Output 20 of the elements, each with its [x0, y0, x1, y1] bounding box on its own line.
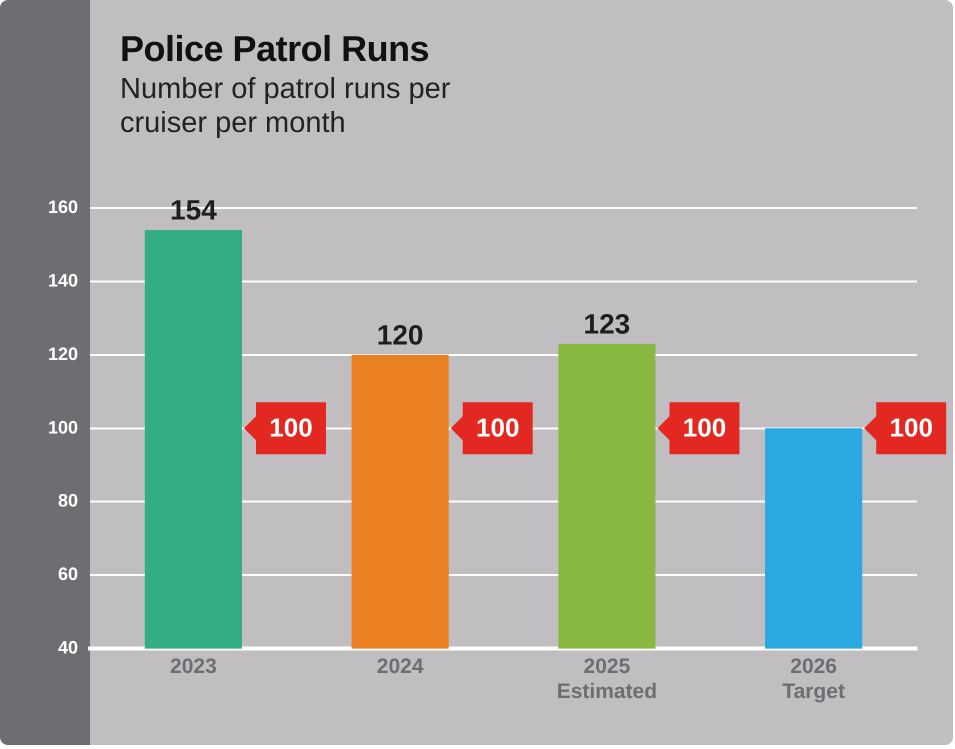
x-tick-label: 2025 Estimated	[556, 654, 658, 704]
data-label: 123	[584, 308, 630, 340]
annotation: 100	[476, 412, 520, 442]
annotation: 100	[890, 412, 933, 442]
data-label: 120	[376, 320, 424, 351]
annotation: 100	[682, 412, 726, 442]
y-tick-label: 60	[58, 564, 78, 584]
data-label: 154	[170, 194, 218, 226]
y-tick-label: 40	[58, 638, 78, 658]
chart-title: Police Patrol Runs	[120, 28, 430, 70]
y-tick-label: 100	[48, 417, 78, 438]
x-tick-label: 2026 Target	[782, 654, 845, 704]
y-tick-label: 140	[48, 270, 78, 290]
y-tick-label: 120	[48, 344, 78, 364]
y-tick-label: 80	[58, 490, 78, 511]
x-tick-label: 2024	[376, 654, 424, 678]
x-tick-label: 2023	[170, 654, 217, 678]
annotation: 100	[269, 412, 313, 442]
y-tick-label: 160	[48, 196, 78, 217]
chart-subtitle: Number of patrol runs per cruiser per month	[120, 72, 452, 140]
